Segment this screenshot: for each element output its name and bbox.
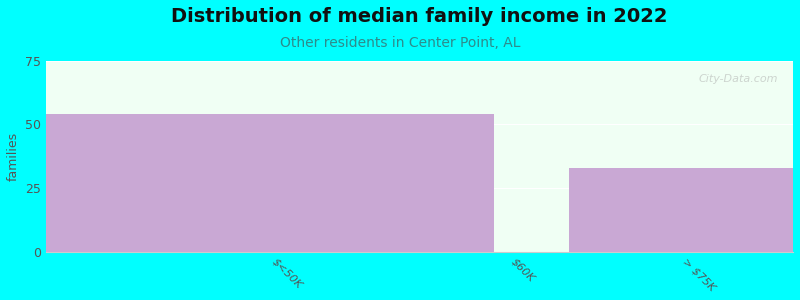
Bar — [46, 114, 494, 252]
Bar — [569, 168, 793, 252]
Y-axis label: families: families — [7, 132, 20, 181]
Text: Other residents in Center Point, AL: Other residents in Center Point, AL — [280, 36, 520, 50]
Title: Distribution of median family income in 2022: Distribution of median family income in … — [171, 7, 668, 26]
Text: City-Data.com: City-Data.com — [698, 74, 778, 84]
